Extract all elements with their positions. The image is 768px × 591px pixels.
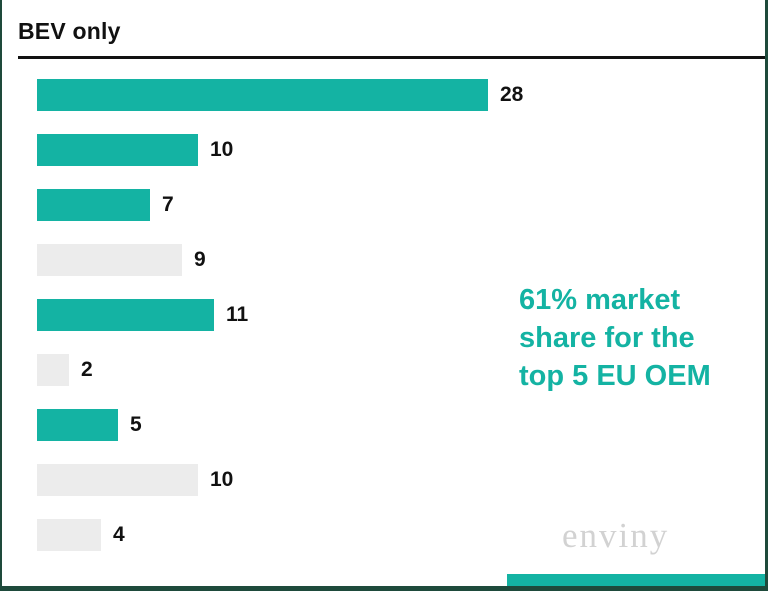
bar-muted	[37, 519, 101, 551]
bar-row: 7	[37, 189, 765, 221]
bar-value-label: 10	[210, 468, 234, 491]
bar-value-label: 10	[210, 138, 234, 161]
bar-value-label: 11	[226, 303, 249, 326]
bar-row: 10	[37, 464, 765, 496]
bar-row: 11	[37, 299, 765, 331]
bar-value-label: 4	[113, 523, 125, 546]
bar-row: 4	[37, 519, 765, 551]
bar-row: 28	[37, 79, 765, 111]
bar-muted	[37, 464, 198, 496]
bar-highlighted	[37, 79, 488, 111]
market-share-annotation: 61% market share for the top 5 EU OEM	[519, 284, 711, 392]
bar-row: 9	[37, 244, 765, 276]
accent-strip	[507, 574, 765, 586]
bar-value-label: 2	[81, 358, 93, 381]
bar-chart: 28 10 7 9 11 2 5 10 4	[37, 79, 765, 574]
bar-value-label: 7	[162, 193, 174, 216]
watermark: enviny	[562, 516, 670, 555]
bar-highlighted	[37, 189, 150, 221]
bar-value-label: 5	[130, 413, 142, 436]
bar-highlighted	[37, 409, 118, 441]
bar-row: 5	[37, 409, 765, 441]
bar-highlighted	[37, 134, 198, 166]
bar-muted	[37, 354, 69, 386]
bar-row: 10	[37, 134, 765, 166]
bar-highlighted	[37, 299, 214, 331]
title-divider	[18, 56, 765, 59]
bottom-border	[2, 586, 765, 591]
bar-value-label: 9	[194, 248, 206, 271]
bar-muted	[37, 244, 182, 276]
chart-title: BEV only	[18, 18, 121, 44]
bar-row: 2	[37, 354, 765, 386]
bar-value-label: 28	[500, 83, 524, 106]
